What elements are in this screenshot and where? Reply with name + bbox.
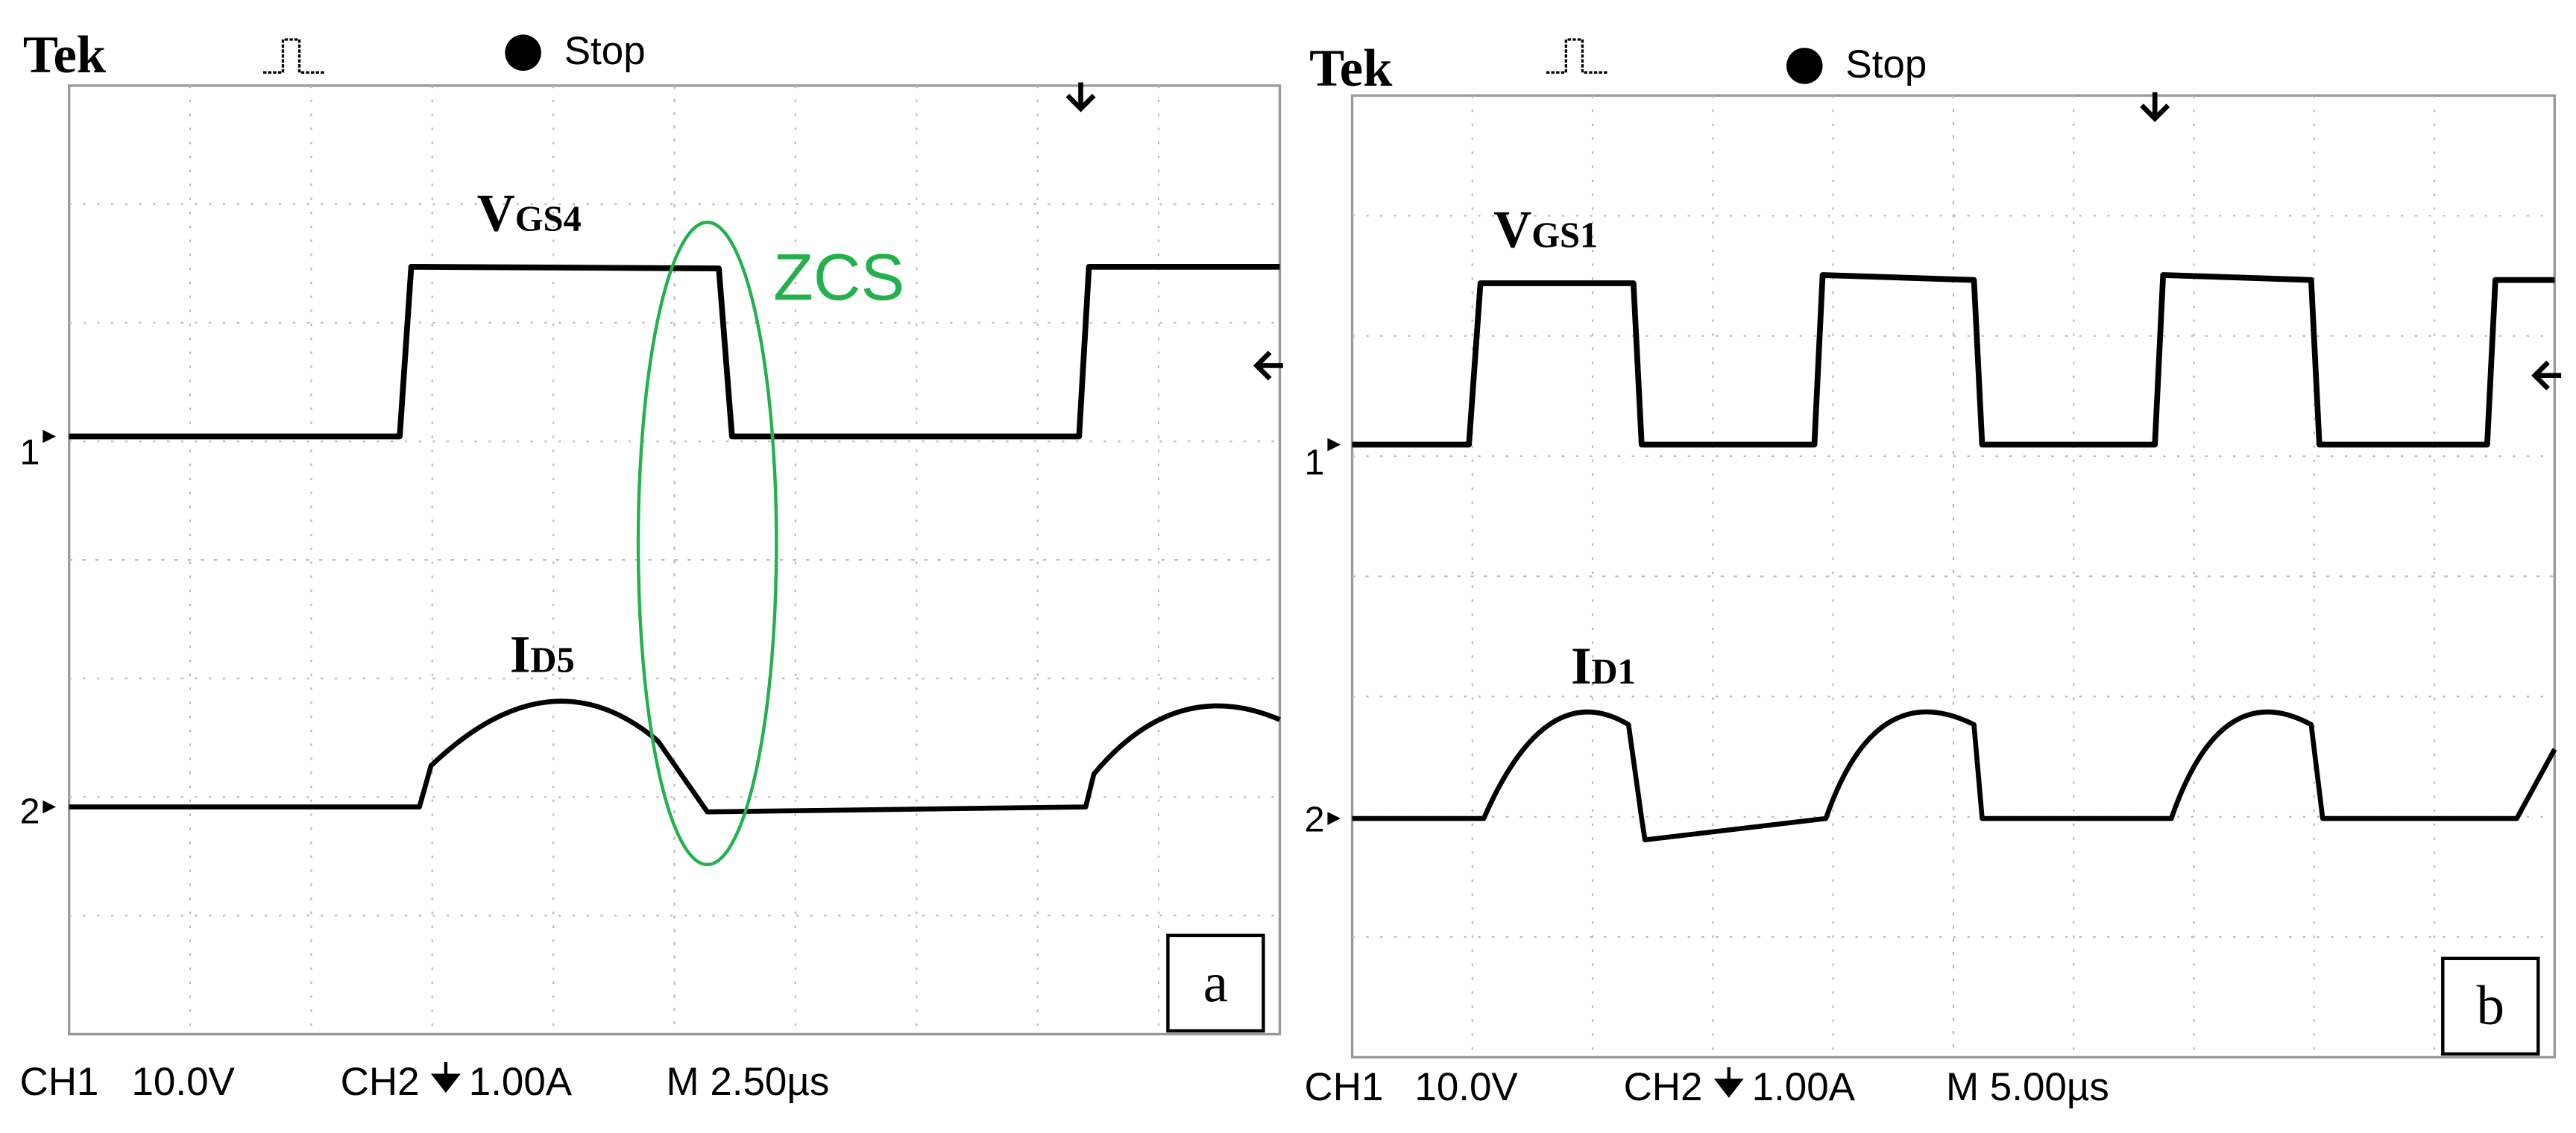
pulse-icon [263,38,326,74]
channel-marker: 1 [1305,442,1325,482]
status: Stop [564,29,646,73]
stop-dot [505,34,541,71]
ch2-coupling-icon [430,1062,461,1093]
trace-subscript: D5 [530,640,574,680]
trace-symbol: V [477,184,515,242]
channel-marker: 1 [19,432,40,473]
trigger-arrow [2140,92,2170,122]
trace-label: VGS4 [477,184,582,242]
ch2-coupling-icon [1713,1067,1744,1098]
waveform [69,264,1280,440]
marker-arrow [42,429,57,444]
channel-marker: 2 [19,792,40,832]
readout-ch2: CH2 [1624,1065,1703,1109]
readout-ch2: CH2 [341,1060,420,1104]
zcs-ellipse [636,221,778,867]
panel-tag: b [2477,975,2505,1037]
trace-subscript: GS4 [515,198,582,239]
readout-ch1-scale: 10.0V [1414,1065,1518,1109]
trace-label: ID5 [510,625,575,684]
trigger-arrow [1065,82,1096,113]
panel-tag: a [1203,952,1228,1014]
waveform [69,698,1281,815]
marker-arrow [1327,438,1341,452]
trace-symbol: I [510,625,530,684]
brand: Tek [23,26,107,84]
readout-ch2-scale: 1.00A [1752,1065,1856,1109]
trace-symbol: I [1571,637,1591,695]
annotation: ZCS [773,240,904,314]
level-arrow [1253,350,1283,381]
marker-arrow [1327,812,1341,825]
channel-marker: 2 [1305,800,1325,840]
tag-box [2441,956,2540,1056]
status: Stop [1845,42,1927,86]
waveform [1352,709,2557,843]
trace-subscript: D1 [1591,651,1635,692]
trace-label: ID1 [1571,637,1636,695]
tag-box [1166,933,1265,1033]
pulse-icon [1546,38,1609,74]
readout-timebase: M 2.50µs [667,1060,830,1104]
readout-ch1-scale: 10.0V [132,1060,236,1104]
trace-label: VGS1 [1493,201,1598,259]
stop-dot [1786,48,1823,84]
waveform [1352,272,2555,448]
readout-timebase: M 5.00µs [1946,1065,2109,1109]
brand: Tek [1309,40,1393,98]
marker-arrow [42,800,57,814]
readout-ch1: CH1 [1305,1065,1384,1109]
readout-ch1: CH1 [19,1060,98,1104]
trace-subscript: GS1 [1531,215,1598,255]
level-arrow [2531,360,2562,391]
trace-symbol: V [1493,201,1531,259]
readout-ch2-scale: 1.00A [469,1060,573,1104]
